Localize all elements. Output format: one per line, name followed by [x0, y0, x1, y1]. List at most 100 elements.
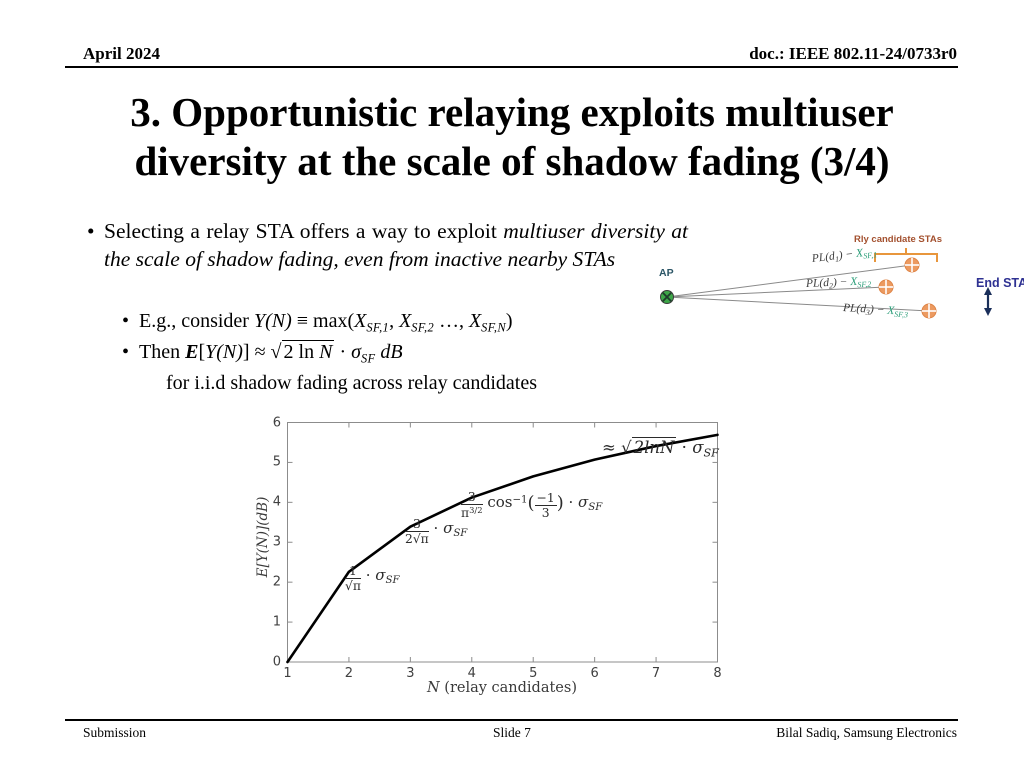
eq1-close-paren: ): [505, 310, 513, 332]
x-axis-variable: N: [426, 680, 440, 696]
frac-den: 2√π: [405, 531, 429, 546]
shadow-x-sub: SF,3: [893, 309, 909, 320]
x-tick-label: 5: [529, 666, 538, 681]
chart-canvas: [286, 422, 719, 664]
sta-marker-icon-3: [921, 303, 937, 319]
frac-den: √π: [345, 578, 361, 593]
x-tick-label: 4: [467, 666, 476, 681]
annotation-n4: 3 π3/2 cos−1(−1 3) · σSF: [461, 491, 602, 520]
bullet1-normal-text: Selecting a relay STA offers a way to ex…: [104, 219, 504, 243]
relay-topology-diagram: Rly candidate STAs AP End STA PL(d1) − X…: [640, 230, 1024, 348]
radicand: 2lnN: [631, 437, 677, 457]
x-tick-label: 8: [713, 666, 722, 681]
slide-title-line1: 3. Opportunistic relaying exploits multi…: [130, 89, 894, 135]
eq2-radicand: 2 ln: [283, 341, 320, 363]
bullet-marker: •: [87, 219, 95, 243]
frac-den-sup: 3/2: [469, 504, 483, 515]
approx-sign: ≈: [602, 438, 622, 457]
eq1-x3: X: [468, 310, 482, 332]
x-tick-label: 3: [406, 666, 415, 681]
pl-minus: ) −: [838, 248, 857, 262]
eq2-expectation-e: E: [185, 341, 199, 363]
eq1-open-paren: (: [347, 310, 355, 332]
pl-text: PL(d: [842, 302, 867, 316]
link-line-1: [666, 264, 913, 298]
open-paren: (: [527, 492, 535, 514]
bullet1-italic-text: multiuser diversity at the scale of shad…: [104, 219, 688, 271]
end-sta-arrow-icon: [984, 287, 992, 316]
inner-frac-num: −1: [534, 490, 557, 506]
sigma-sub: SF: [453, 528, 468, 540]
eq2-yn: Y(N): [205, 341, 243, 363]
frac-num: 3: [405, 518, 429, 532]
annotation-n2: 1 √π · σSF: [345, 565, 400, 593]
sigma-sub: SF: [588, 501, 603, 513]
shadow-x-sub: SF,1: [862, 250, 878, 261]
radical-sign: √: [621, 438, 632, 457]
y-tick-label: 4: [272, 494, 281, 510]
link-line-2: [666, 286, 887, 298]
eq1-x2-sub: SF,2: [411, 320, 434, 335]
x-tick-label: 6: [590, 666, 599, 681]
bullet-marker: •: [122, 310, 130, 332]
eq2-sigma: σ: [351, 341, 361, 363]
eq2-prefix: Then: [139, 341, 186, 363]
eq1-comma1: ,: [389, 310, 400, 332]
sigma-sub: SF: [703, 446, 719, 460]
frac-num: 3: [461, 491, 483, 505]
x-tick-label: 1: [283, 666, 292, 681]
slide-title-line2: diversity at the scale of shadow fading …: [134, 138, 890, 184]
end-sta-label: End STA: [976, 276, 1024, 290]
footer-divider: [65, 719, 958, 721]
sta-marker-icon-1: [904, 257, 920, 273]
x-tick-label: 7: [651, 666, 661, 681]
close-paren: ): [556, 492, 564, 514]
sigma: σ: [375, 566, 386, 585]
sta-marker-icon-2: [878, 279, 894, 295]
inner-frac-den: 3: [541, 505, 550, 520]
eq1-prefix: E.g., consider: [139, 310, 254, 332]
eq2-bracket-open: [: [198, 341, 206, 363]
cos-inverse-sup: −1: [512, 494, 528, 506]
ap-marker-icon: [660, 290, 674, 304]
sigma: σ: [692, 438, 704, 457]
y-tick-label: 1: [272, 614, 281, 630]
x-axis-label: N (relay candidates): [352, 680, 652, 696]
y-tick-label: 5: [272, 454, 281, 470]
iid-note: for i.i.d shadow fading across relay can…: [166, 372, 537, 394]
x-axis-label-rest: (relay candidates): [439, 680, 577, 696]
eq2-radical-sign: √: [270, 341, 282, 363]
frac-num: 1: [345, 565, 361, 579]
y-axis-label: E[Y(N)](dB): [255, 496, 271, 578]
bullet-then-expectation: • Then E[Y(N)] ≈ √ 2 ln N · σSF dB: [122, 340, 403, 366]
annotation-asymptotic: ≈ √ 2lnN · σSF: [602, 437, 719, 460]
y-tick-label: 3: [272, 534, 281, 550]
eq1-ellipsis: …,: [433, 310, 469, 332]
pl-minus: ) −: [869, 303, 888, 317]
eq2-dot: ·: [334, 341, 352, 363]
expected-max-curve: [286, 433, 719, 664]
y-tick-label: 2: [272, 574, 281, 590]
header-divider: [65, 66, 958, 68]
slide-title: 3. Opportunistic relaying exploits multi…: [0, 88, 1024, 186]
link-line-3: [666, 296, 930, 312]
diagram-canvas: [660, 257, 992, 319]
header-doc-number: doc.: IEEE 802.11-24/0733r0: [749, 44, 957, 63]
eq1-equiv-max: ≡ max: [291, 310, 348, 332]
header-date: April 2024: [83, 44, 160, 63]
pl-minus: ) −: [832, 276, 851, 289]
eq2-bracket-close: ] ≈: [242, 341, 271, 363]
ap-label: AP: [659, 267, 674, 279]
bullet-eg-consider: • E.g., consider Y(N) ≡ max(XSF,1, XSF,2 …: [122, 310, 513, 335]
sigma-sub: SF: [385, 575, 400, 587]
footer-submission: Submission: [83, 725, 147, 740]
candidates-bracket: [874, 253, 938, 262]
eq1-x1-sub: SF,1: [366, 320, 390, 335]
bullet-selecting-relay: • Selecting a relay STA offers a way to e…: [85, 218, 688, 273]
eq2-radicand-n: N: [319, 341, 333, 363]
dot: ·: [428, 519, 444, 538]
eq2-unit-db: dB: [375, 341, 403, 363]
annotation-n3: 3 2√π · σSF: [405, 518, 467, 546]
pl-text: PL(d: [811, 250, 836, 265]
